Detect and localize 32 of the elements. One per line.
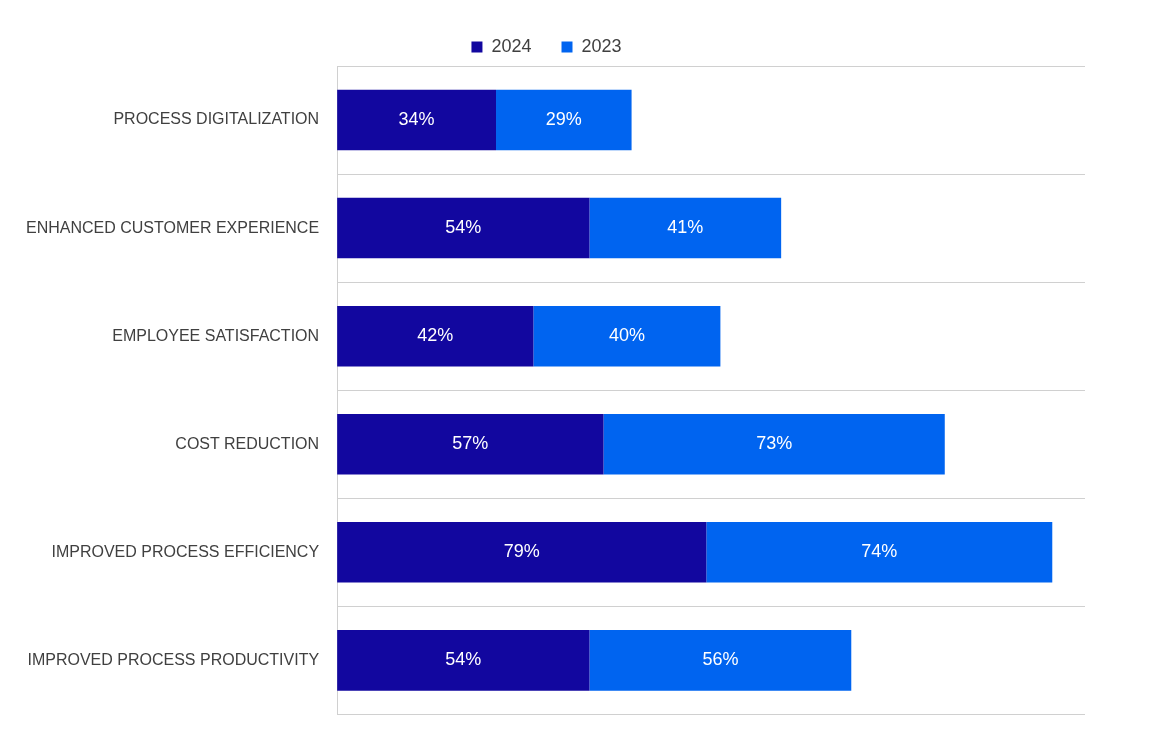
- bar: [337, 305, 534, 367]
- data-label: 56%: [702, 649, 739, 670]
- data-label: 34%: [398, 109, 435, 129]
- bar: [533, 305, 721, 367]
- bar: [589, 630, 852, 691]
- data-label: 73%: [756, 433, 793, 454]
- bar: [337, 89, 497, 151]
- data-label: 41%: [667, 217, 704, 238]
- legend-label: 2024: [491, 35, 532, 56]
- data-label: 79%: [503, 541, 540, 562]
- bar: [337, 197, 590, 259]
- bar: [589, 197, 782, 259]
- data-label: 54%: [445, 649, 482, 670]
- y-tick-label: IMPROVED PROCESS PRODUCTIVITY: [27, 650, 320, 668]
- data-label: 29%: [545, 109, 582, 129]
- y-tick-label: ENHANCED CUSTOMER EXPERIENCE: [25, 218, 320, 236]
- bar: [496, 89, 632, 151]
- y-tick-label: PROCESS DIGITALIZATION: [113, 110, 320, 128]
- y-tick-label: IMPROVED PROCESS EFFICIENCY: [51, 542, 320, 560]
- bar: [603, 413, 945, 475]
- bar: [337, 630, 590, 691]
- data-label: 54%: [445, 217, 482, 238]
- data-label: 57%: [452, 433, 489, 454]
- bar: [337, 522, 707, 583]
- y-tick-label: COST REDUCTION: [175, 434, 320, 452]
- bar: [706, 522, 1053, 583]
- data-label: 42%: [417, 325, 454, 346]
- bar: [337, 413, 604, 475]
- data-label: 74%: [861, 541, 898, 562]
- data-label: 40%: [608, 325, 645, 346]
- legend-label: 2023: [581, 35, 622, 56]
- y-tick-label: EMPLOYEE SATISFACTION: [112, 326, 320, 344]
